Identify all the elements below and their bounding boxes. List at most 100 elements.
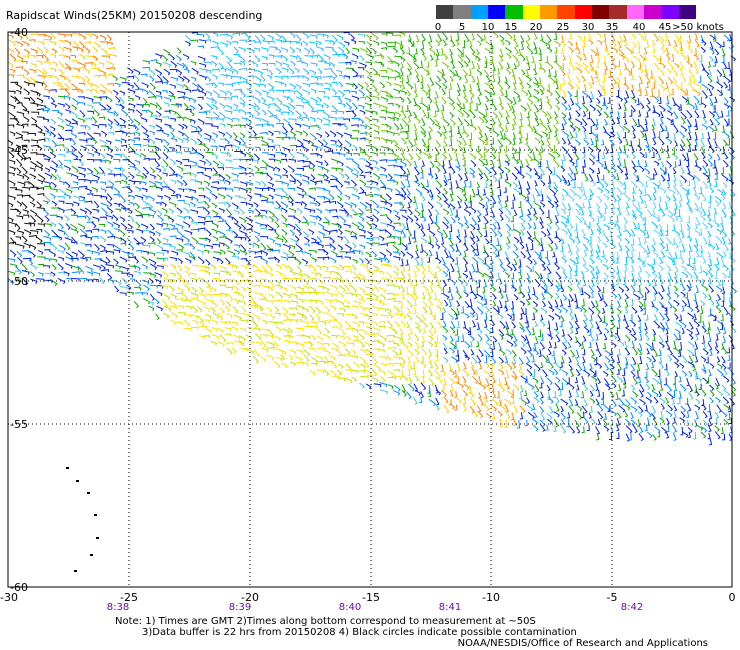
wind-barb [688, 321, 694, 330]
wind-barb [329, 257, 337, 264]
wind-barb [667, 256, 675, 264]
wind-barb [240, 305, 247, 313]
wind-barb [511, 375, 518, 381]
wind-barb [562, 377, 569, 386]
wind-barb [574, 356, 580, 365]
wind-barb [394, 313, 402, 317]
wind-barb [608, 216, 612, 224]
wind-barb [113, 158, 121, 163]
wind-barb [346, 152, 353, 157]
wind-barb [322, 188, 331, 194]
wind-barb [554, 195, 559, 204]
wind-barb [567, 228, 573, 238]
wind-barb [178, 75, 185, 82]
wind-barb [428, 48, 437, 56]
wind-barb [274, 81, 283, 86]
wind-barb [36, 243, 46, 247]
wind-barb [373, 166, 380, 172]
wind-barb [527, 154, 533, 162]
wind-barb [534, 180, 538, 187]
wind-barb [302, 111, 309, 119]
wind-barb [622, 187, 626, 194]
wind-barb [469, 335, 475, 342]
wind-barb [261, 159, 269, 167]
wind-barb [287, 327, 293, 334]
wind-barb [330, 200, 337, 205]
wind-barb [694, 102, 698, 111]
wind-barb [449, 102, 456, 111]
wind-barb [101, 130, 108, 137]
wind-barb [225, 97, 232, 101]
wind-barb [203, 249, 210, 254]
wind-barb [575, 96, 579, 105]
wind-barb [547, 102, 553, 110]
wind-barb [365, 34, 372, 41]
wind-barb [28, 195, 35, 202]
wind-barb [491, 117, 496, 126]
wind-barb [457, 109, 465, 117]
wind-barb [709, 46, 715, 55]
wind-barb [350, 179, 358, 187]
wind-barb [512, 146, 518, 155]
wind-barb [568, 167, 574, 175]
wind-barb [324, 82, 332, 88]
wind-barb [654, 313, 658, 322]
wind-barb [169, 279, 175, 283]
wind-barb [527, 118, 531, 126]
wind-barb [499, 214, 504, 221]
wind-barb [583, 250, 588, 257]
wind-barb [16, 215, 24, 220]
wind-barb [302, 299, 312, 303]
wind-barb [693, 153, 699, 162]
wind-barb [421, 320, 428, 328]
wind-barb [142, 144, 150, 148]
wind-barb [491, 383, 495, 393]
wind-barb [609, 327, 613, 337]
wind-barb [315, 355, 323, 361]
wind-barb [722, 189, 727, 196]
wind-barb [210, 138, 216, 144]
wind-barb [533, 32, 538, 40]
wind-barb [343, 305, 350, 309]
wind-barb [688, 392, 694, 400]
wind-barb [29, 250, 36, 258]
wind-barb [434, 158, 442, 167]
wind-barb [359, 201, 368, 209]
wind-barb [324, 319, 331, 325]
wind-barb [722, 347, 728, 355]
wind-barb [233, 103, 239, 109]
wind-barb [288, 151, 295, 160]
wind-barb [561, 146, 569, 155]
wind-barb [478, 202, 486, 209]
wind-barb [218, 242, 225, 247]
wind-barb [329, 209, 338, 213]
wind-barb [199, 237, 207, 242]
wind-barb [681, 257, 685, 264]
wind-barb [22, 109, 30, 115]
wind-barb [23, 97, 31, 102]
wind-barb [682, 187, 690, 194]
wind-barb [511, 124, 515, 131]
wind-barb [611, 202, 616, 210]
wind-barb [217, 193, 226, 200]
legend-swatch-7 [557, 5, 575, 19]
wind-barb [246, 146, 254, 151]
wind-barb [155, 186, 163, 192]
wind-barb [29, 209, 38, 217]
wind-barb [462, 84, 467, 92]
wind-barb [359, 158, 366, 162]
wind-barb [688, 47, 694, 54]
wind-barb [386, 334, 395, 338]
wind-barb [337, 321, 343, 329]
wind-barb [155, 110, 162, 117]
wind-barb [339, 172, 345, 179]
wind-barb [624, 362, 628, 369]
wind-barb [379, 61, 385, 68]
wind-barb [105, 214, 114, 220]
wind-barb [699, 250, 703, 257]
wind-barb [546, 257, 551, 266]
wind-barb [666, 117, 673, 124]
legend-swatch-2 [470, 5, 488, 19]
wind-barb [518, 370, 525, 377]
wind-barb [394, 321, 400, 328]
